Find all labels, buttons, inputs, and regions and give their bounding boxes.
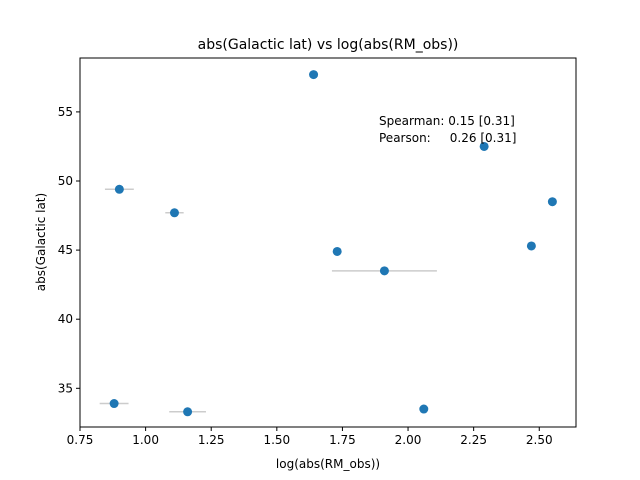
x-axis-label: log(abs(RM_obs))	[276, 457, 380, 471]
chart-title: abs(Galactic lat) vs log(abs(RM_obs))	[198, 37, 459, 53]
y-tick-label: 55	[58, 105, 73, 119]
x-tick-label: 0.75	[67, 433, 94, 447]
spearman-annotation: Spearman: 0.15 [0.31]	[379, 114, 515, 128]
data-point	[379, 266, 389, 276]
data-point	[332, 246, 342, 256]
y-tick-label: 45	[58, 243, 73, 257]
x-tick-label: 1.50	[263, 433, 290, 447]
y-tick-label: 40	[58, 312, 73, 326]
x-tick-label: 1.00	[132, 433, 159, 447]
y-tick-label: 50	[58, 174, 73, 188]
x-tick-label: 2.00	[395, 433, 422, 447]
y-axis-label: abs(Galactic lat)	[34, 193, 48, 291]
x-tick-label: 1.75	[329, 433, 356, 447]
x-tick-label: 1.25	[198, 433, 225, 447]
data-point	[419, 404, 429, 414]
data-point	[169, 208, 179, 218]
plot-frame	[79, 57, 577, 428]
y-tick-label: 35	[58, 381, 73, 395]
pearson-annotation: Pearson: 0.26 [0.31]	[379, 131, 516, 145]
data-point	[526, 241, 536, 251]
data-point	[479, 141, 489, 151]
data-point	[309, 70, 319, 80]
data-point	[109, 399, 119, 409]
x-axis-ticks: 0.75 1.00 1.25 1.50 1.75 2.00 2.25 2.50	[67, 427, 553, 447]
y-axis-ticks: 35 40 45 50 55	[58, 105, 80, 395]
x-tick-label: 2.25	[460, 433, 487, 447]
data-point	[547, 197, 557, 207]
x-tick-label: 2.50	[526, 433, 553, 447]
data-point	[183, 407, 193, 417]
data-points	[109, 70, 557, 417]
data-point	[114, 184, 124, 194]
